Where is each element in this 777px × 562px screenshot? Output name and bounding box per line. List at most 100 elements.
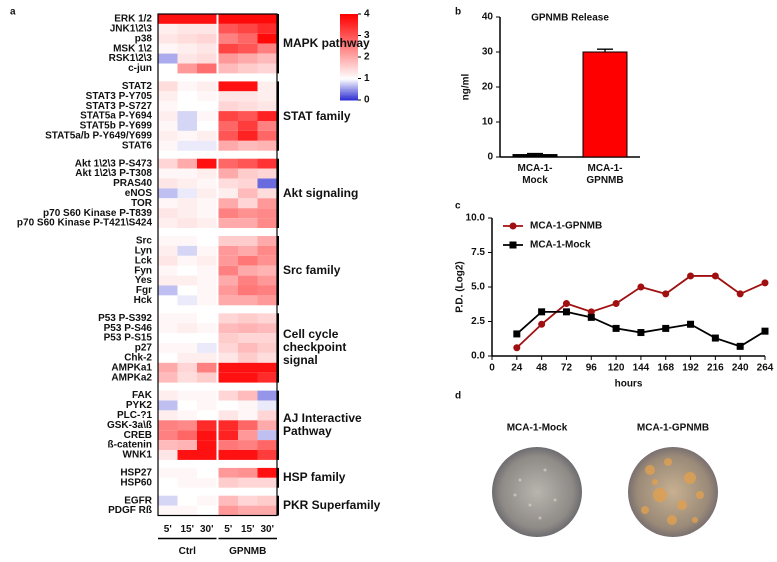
colorbar-band (340, 15, 358, 18)
heat-cell (158, 410, 178, 421)
x-tick-label: 24 (511, 363, 523, 374)
point (761, 327, 769, 335)
heat-cell (197, 178, 217, 189)
heat-cell (158, 130, 178, 141)
row-label: STAT2 (122, 81, 153, 92)
colorbar-band (340, 67, 358, 69)
colorbar-band (340, 59, 358, 62)
colorbar-band (340, 36, 358, 39)
heat-cell (218, 450, 238, 460)
colorbar-band (340, 82, 358, 85)
row-label: Lyn (135, 245, 152, 256)
colorbar-band (340, 55, 358, 58)
colorbar-band (340, 21, 358, 24)
colorbar-band (340, 85, 358, 88)
heat-cell (158, 158, 178, 169)
heat-cell (177, 343, 197, 353)
row-label: CREB (124, 430, 152, 441)
column-group-label: GPNMB (229, 546, 266, 557)
heat-cell (197, 352, 217, 363)
heat-cell (257, 101, 277, 112)
row-label: HSP60 (120, 477, 152, 488)
heat-cell (238, 245, 258, 256)
heat-cell (218, 168, 238, 179)
heat-cell (158, 265, 178, 276)
point (612, 324, 620, 332)
heat-cell (238, 43, 258, 54)
heat-cell (238, 111, 258, 121)
colorbar-label: 4 (364, 9, 370, 20)
colorbar-label: 2 (364, 52, 370, 63)
heat-cell (177, 91, 197, 102)
heat-cell (177, 111, 197, 121)
heat-cell (238, 313, 258, 324)
heat-cell (238, 81, 258, 92)
colorbar-band (340, 45, 358, 48)
heat-cell (218, 208, 238, 219)
heat-cell (177, 450, 197, 460)
row-label: p27 (135, 343, 153, 354)
heat-cell (177, 362, 197, 373)
heat-cell (197, 400, 217, 411)
heat-cell (158, 14, 178, 24)
heat-cell (197, 467, 217, 478)
heat-cell (197, 323, 217, 334)
group-label: PKR Superfamily (283, 498, 381, 513)
point (612, 300, 620, 308)
heat-cell (177, 208, 197, 219)
y-tick-label: 7.5 (471, 247, 485, 258)
colorbar-band (340, 22, 358, 25)
y-axis-label: P.D. (Log2) (455, 261, 466, 312)
heat-cell (177, 467, 197, 478)
heat-cell (177, 43, 197, 54)
heat-cell (218, 121, 238, 131)
heat-cell (177, 158, 197, 169)
heat-cell (197, 372, 217, 383)
chart-title: GPNMB Release (531, 13, 609, 24)
row-label: MSK 1\2 (113, 43, 152, 54)
heat-cell (238, 440, 258, 450)
heat-cell (158, 477, 178, 488)
heat-cell (158, 450, 178, 460)
point (637, 283, 645, 291)
row-label: PYK2 (126, 400, 153, 411)
group-label: MAPK pathway (283, 36, 370, 51)
heat-cell (197, 121, 217, 131)
heat-cell (238, 333, 258, 343)
heat-cell (257, 430, 277, 441)
heat-cell (197, 265, 217, 276)
heat-cell (158, 168, 178, 179)
colorbar-band (340, 26, 358, 29)
heat-cell (177, 390, 197, 401)
heat-cell (218, 236, 238, 246)
colorbar-band (340, 57, 358, 59)
heat-cell (257, 295, 277, 306)
colorbar-band (340, 51, 358, 54)
heat-cell (238, 218, 258, 228)
heat-cell (158, 323, 178, 334)
heat-cell (177, 323, 197, 334)
heat-cell (218, 265, 238, 276)
y-tick-label: 10.0 (466, 213, 486, 224)
heat-cell (177, 495, 197, 506)
panel-label: b (455, 7, 461, 18)
heat-cell (238, 410, 258, 421)
heat-cell (238, 275, 258, 286)
heat-cell (177, 140, 197, 151)
colorbar-band (340, 79, 358, 82)
y-axis-label: ng/ml (461, 73, 472, 100)
colorbar-label: 0 (364, 95, 370, 106)
heat-cell (197, 158, 217, 169)
point (587, 308, 595, 316)
heat-cell (257, 23, 277, 34)
heat-cell (238, 23, 258, 34)
heat-cell (197, 236, 217, 246)
heat-cell (218, 440, 238, 450)
heat-cell (218, 420, 238, 431)
x-tick-label: 216 (707, 363, 724, 374)
row-label: JNK1\2\3 (110, 23, 153, 34)
row-label: P53 P-S15 (104, 333, 153, 344)
heat-cell (177, 121, 197, 131)
row-label: AMPKa2 (111, 372, 152, 383)
